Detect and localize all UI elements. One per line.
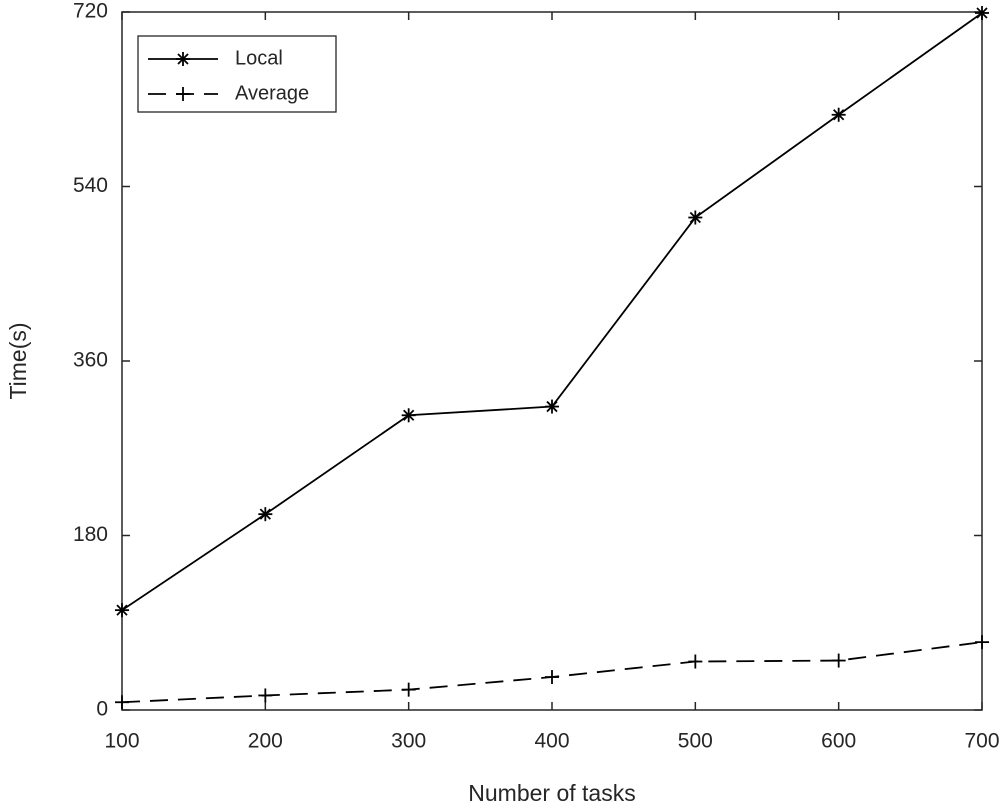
y-tick-label: 0 — [96, 698, 108, 721]
marker-stroke — [403, 409, 415, 421]
marker-stroke — [689, 211, 701, 224]
marker — [401, 408, 416, 423]
plot-frame — [121, 11, 983, 711]
marker — [831, 107, 846, 122]
marker — [258, 688, 273, 703]
marker — [401, 682, 416, 697]
y-tick-label: 540 — [73, 174, 108, 197]
marker — [688, 654, 703, 669]
marker — [115, 695, 129, 710]
x-tick-label: 600 — [821, 730, 856, 753]
marker-stroke — [976, 7, 988, 19]
legend-label: Local — [235, 47, 283, 69]
x-tick-label: 700 — [964, 730, 999, 753]
marker-stroke — [116, 604, 128, 616]
x-tick-label: 400 — [534, 730, 569, 753]
x-tick-label: 500 — [678, 730, 713, 753]
marker-stroke — [259, 508, 271, 520]
x-axis-label: Number of tasks — [468, 780, 635, 806]
marker-stroke — [833, 109, 845, 121]
y-tick-label: 180 — [73, 523, 108, 546]
legend-label: Average — [235, 82, 309, 104]
legend-box — [137, 35, 337, 113]
marker — [975, 635, 989, 650]
y-axis-label: Time(s) — [5, 322, 31, 399]
marker-stroke — [546, 400, 558, 413]
marker — [831, 653, 846, 668]
x-tick-label: 300 — [391, 730, 426, 753]
marker — [258, 507, 273, 522]
y-tick-label: 720 — [73, 0, 108, 23]
marker — [176, 87, 190, 101]
marker — [545, 399, 559, 414]
marker — [545, 670, 559, 685]
marker — [176, 52, 190, 66]
x-tick-label: 100 — [104, 730, 139, 753]
y-tick-label: 360 — [73, 349, 108, 372]
marker — [688, 210, 703, 225]
marker-stroke — [177, 53, 189, 65]
marker — [115, 603, 129, 618]
x-tick-label: 200 — [248, 730, 283, 753]
marker — [975, 5, 989, 20]
